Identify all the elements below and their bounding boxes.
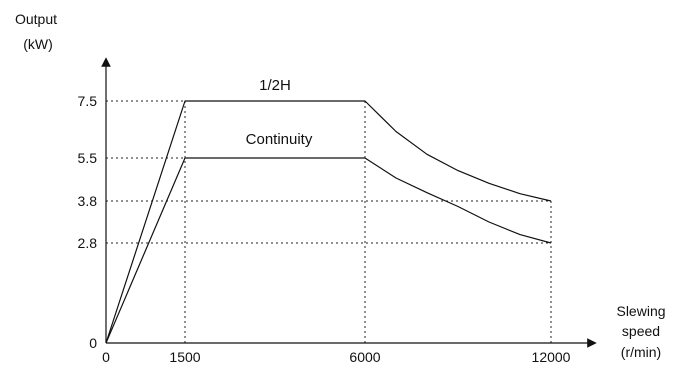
y-tick-label: 2.8 xyxy=(78,235,98,251)
x-axis-label-line2: speed xyxy=(622,323,660,339)
x-axis-label-line1: Slewing xyxy=(616,303,665,319)
x-tick-label: 0 xyxy=(102,349,110,365)
guide-lines xyxy=(106,100,552,343)
y-tick-label: 3.8 xyxy=(78,193,98,209)
series-line-0 xyxy=(105,100,552,344)
y-axis-label-line1: Output xyxy=(15,11,57,27)
y-tick-label: 0 xyxy=(89,335,97,351)
y-tick-label: 5.5 xyxy=(78,150,98,166)
series-label-half-hour: 1/2H xyxy=(259,77,291,94)
series-line-1 xyxy=(105,157,552,344)
y-tick-label: 7.5 xyxy=(78,93,98,109)
x-axis-label-line3: (r/min) xyxy=(621,344,661,360)
x-tick-label: 12000 xyxy=(532,349,571,365)
y-axis-label-line2: (kW) xyxy=(23,36,53,52)
series-lines xyxy=(105,100,552,344)
x-tick-label: 1500 xyxy=(169,349,200,365)
tick-labels: 0 1500 6000 12000 0 2.8 3.8 5.5 7.5 xyxy=(78,93,571,365)
series-label-continuity: Continuity xyxy=(246,131,313,148)
x-tick-label: 6000 xyxy=(349,349,380,365)
